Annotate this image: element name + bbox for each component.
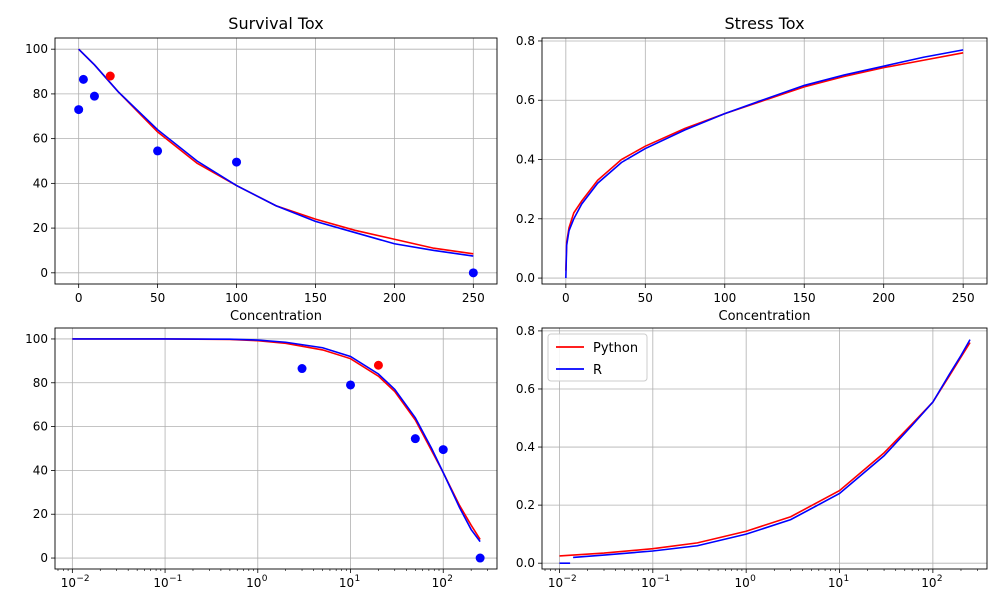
- y-tick-label: 40: [33, 176, 48, 190]
- series-line-python: [78, 48, 474, 255]
- plot-frame: [54, 327, 498, 570]
- x-axis-label: Concentration: [719, 309, 811, 324]
- x-tick-label: 100: [225, 291, 248, 305]
- y-tick-label: 60: [33, 420, 48, 434]
- legend: Python R: [547, 333, 648, 382]
- series-line-python: [565, 52, 964, 271]
- data-point: [232, 157, 242, 167]
- x-tick-label: 10: [735, 576, 750, 590]
- x-tick-label: 200: [383, 291, 406, 305]
- plot-frame: [54, 37, 498, 285]
- chart-title: Stress Tox: [724, 14, 804, 33]
- data-point: [78, 74, 88, 84]
- chart-survival-linear: 0 50 100 150 200 250 0 20 40 60 80 100 Survival Tox C…: [25, 14, 498, 324]
- series-line-r: [565, 49, 964, 279]
- series-group: [565, 49, 964, 279]
- y-tick-label: 0.2: [516, 498, 535, 512]
- y-tick-label: 80: [33, 87, 48, 101]
- y-tick-label: 0.4: [516, 153, 535, 167]
- x-tick-label: 0: [562, 291, 570, 305]
- series-line-r: [72, 338, 481, 543]
- x-tick-label: 10: [548, 576, 563, 590]
- y-tick-label: 100: [25, 42, 48, 56]
- data-point: [297, 364, 307, 374]
- x-tick-exponent: −1: [657, 574, 670, 584]
- x-tick-label: 10: [641, 576, 656, 590]
- data-point: [89, 91, 99, 101]
- series-group: [78, 48, 474, 257]
- x-tick-label: 250: [952, 291, 975, 305]
- data-point: [373, 360, 383, 370]
- series-group: [72, 338, 481, 543]
- x-tick-exponent: −2: [76, 574, 89, 584]
- data-point: [346, 380, 356, 390]
- chart-title: Survival Tox: [228, 14, 323, 33]
- data-point: [410, 434, 420, 444]
- data-point: [74, 105, 84, 115]
- plot-frame: [541, 37, 988, 285]
- y-tick-label: 0: [40, 551, 48, 565]
- x-tick-label: 10: [432, 576, 447, 590]
- data-point: [475, 553, 485, 563]
- x-tick-label: 50: [150, 291, 165, 305]
- y-tick-label: 0.0: [516, 271, 535, 285]
- y-tick-label: 100: [25, 332, 48, 346]
- x-tick-exponent: 2: [447, 574, 453, 584]
- x-tick-exponent: 2: [937, 574, 943, 584]
- y-tick-label: 0.4: [516, 440, 535, 454]
- data-point: [438, 445, 448, 455]
- y-tick-label: 0.0: [516, 556, 535, 570]
- x-tick-label: 50: [638, 291, 653, 305]
- x-tick-label: 0: [75, 291, 83, 305]
- series-line-r: [573, 339, 971, 559]
- x-tick-label: 250: [462, 291, 485, 305]
- legend-label: R: [593, 363, 602, 378]
- x-tick-exponent: 1: [844, 574, 850, 584]
- x-tick-exponent: −2: [563, 574, 576, 584]
- x-tick-label: 150: [304, 291, 327, 305]
- x-tick-exponent: 0: [262, 574, 268, 584]
- y-tick-label: 20: [33, 221, 48, 235]
- x-tick-label: 10: [153, 576, 168, 590]
- plot-frame: [541, 327, 988, 570]
- y-tick-label: 0: [40, 266, 48, 280]
- y-tick-label: 40: [33, 463, 48, 477]
- series-line-r: [78, 48, 474, 257]
- y-tick-label: 80: [33, 376, 48, 390]
- x-tick-label: 150: [793, 291, 816, 305]
- data-point: [153, 146, 163, 156]
- data-point: [105, 71, 115, 81]
- y-tick-label: 0.8: [516, 324, 535, 338]
- y-tick-label: 60: [33, 132, 48, 146]
- x-tick-label: 10: [921, 576, 936, 590]
- legend-label: Python: [593, 341, 638, 356]
- y-tick-label: 0.8: [516, 34, 535, 48]
- series-group: [559, 339, 971, 564]
- x-axis-label: Concentration: [230, 309, 322, 324]
- data-point: [468, 268, 478, 278]
- y-tick-label: 0.6: [516, 93, 535, 107]
- x-tick-label: 10: [828, 576, 843, 590]
- y-tick-label: 0.6: [516, 382, 535, 396]
- x-tick-exponent: 1: [355, 574, 361, 584]
- x-tick-label: 10: [246, 576, 261, 590]
- x-tick-label: 10: [339, 576, 354, 590]
- y-tick-label: 20: [33, 507, 48, 521]
- chart-stress-linear: 0 50 100 150 200 250 0.0 0.2 0.4 0.6 0.8 Stress Tox…: [516, 14, 988, 324]
- x-tick-label: 100: [713, 291, 736, 305]
- x-tick-exponent: 0: [750, 574, 756, 584]
- y-tick-label: 0.2: [516, 212, 535, 226]
- x-tick-label: 200: [872, 291, 895, 305]
- x-tick-exponent: −1: [169, 574, 182, 584]
- x-tick-label: 10: [61, 576, 76, 590]
